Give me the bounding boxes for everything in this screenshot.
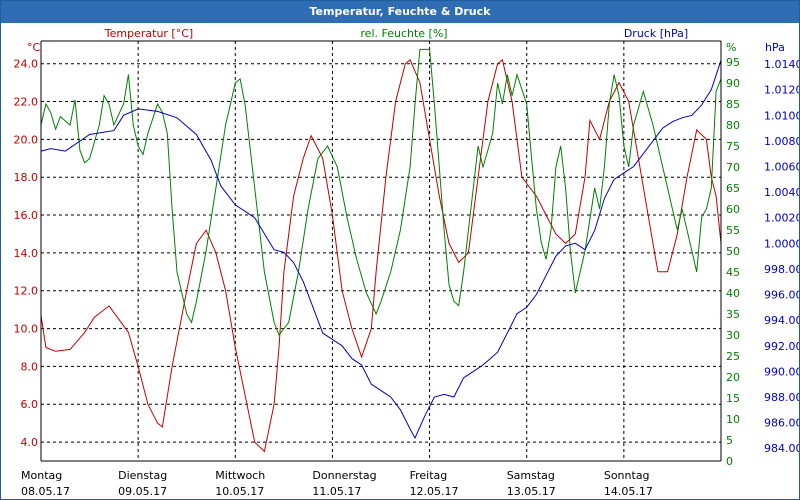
x-day-label: Montag — [21, 469, 62, 482]
pressure-tick: 1.008000 — [764, 135, 799, 148]
x-day-label: Freitag — [410, 469, 448, 482]
x-day-label: Samstag — [507, 469, 555, 482]
temperature-tick: 20.0 — [14, 133, 39, 146]
humidity-tick: 0 — [726, 455, 733, 468]
tick-labels: 4.0 6.0 8.0 10.0 12.0 14.0 16.0 18.0 20.0 22.0 24.… — [14, 56, 800, 468]
humidity-tick: 95 — [726, 56, 740, 69]
humidity-tick: 65 — [726, 182, 740, 195]
temperature-tick: 22.0 — [14, 96, 39, 109]
humidity-tick: 90 — [726, 77, 740, 90]
series-humidity-line — [40, 48, 722, 337]
x-date-label: 09.05.17 — [118, 485, 167, 498]
pressure-tick: 1.000000 — [764, 237, 799, 250]
humidity-tick: 55 — [726, 224, 740, 237]
grid-lines — [41, 41, 721, 461]
pressure-tick: 994.000 — [764, 314, 799, 327]
humidity-unit-label: % — [726, 41, 736, 54]
pressure-tick: 988.000 — [764, 391, 799, 404]
axis-labels: °C Temperatur [°C] rel. Feuchte [%] Druck [… — [27, 27, 785, 54]
series-pressure-line — [40, 60, 722, 440]
temperature-tick: 4.0 — [21, 436, 39, 449]
x-day-label: Dienstag — [118, 469, 167, 482]
temperature-tick: 8.0 — [21, 360, 39, 373]
pressure-unit-label: hPa — [765, 41, 785, 54]
humidity-tick: 40 — [726, 287, 740, 300]
pressure-tick: 1.012000 — [764, 84, 799, 97]
x-date-label: 12.05.17 — [410, 485, 459, 498]
x-date-label: 08.05.17 — [21, 485, 70, 498]
humidity-tick: 60 — [726, 203, 740, 216]
temperature-axis-title: Temperatur [°C] — [104, 27, 193, 40]
plot-frame — [40, 40, 722, 462]
x-day-label: Sonntag — [604, 469, 650, 482]
humidity-tick: 85 — [726, 98, 740, 111]
humidity-tick: 70 — [726, 161, 740, 174]
pressure-axis-title: Druck [hPa] — [624, 27, 688, 40]
x-date-label: 11.05.17 — [312, 485, 361, 498]
pressure-tick: 1.004000 — [764, 186, 799, 199]
humidity-tick: 75 — [726, 140, 740, 153]
x-day-label: Mittwoch — [215, 469, 265, 482]
x-day-label: Donnerstag — [312, 469, 376, 482]
pressure-tick: 1.014000 — [764, 58, 799, 71]
temperature-unit-label: °C — [27, 41, 41, 54]
pressure-tick: 984.000 — [764, 442, 799, 455]
pressure-tick: 1.002000 — [764, 212, 799, 225]
humidity-tick: 80 — [726, 119, 740, 132]
chart-title: Temperatur, Feuchte & Druck — [1, 1, 799, 23]
humidity-tick: 5 — [726, 434, 733, 447]
humidity-tick: 50 — [726, 245, 740, 258]
humidity-tick: 15 — [726, 392, 740, 405]
pressure-tick: 992.000 — [764, 340, 799, 353]
pressure-tick: 996.000 — [764, 289, 799, 302]
pressure-tick: 1.006000 — [764, 160, 799, 173]
pressure-tick: 990.000 — [764, 365, 799, 378]
x-date-label: 13.05.17 — [507, 485, 556, 498]
temperature-tick: 16.0 — [14, 209, 39, 222]
x-axis-labels: Montag 08.05.17 Dienstag 09.05.17 Mittwoch 10… — [21, 469, 653, 498]
series-temperature-line — [40, 59, 722, 453]
temperature-tick: 24.0 — [14, 58, 39, 71]
pressure-tick: 1.010000 — [764, 109, 799, 122]
x-date-label: 10.05.17 — [215, 485, 264, 498]
pressure-tick: 986.000 — [764, 417, 799, 430]
humidity-tick: 10 — [726, 413, 740, 426]
pressure-tick: 998.000 — [764, 263, 799, 276]
humidity-tick: 35 — [726, 308, 740, 321]
x-date-label: 14.05.17 — [604, 485, 653, 498]
temperature-tick: 12.0 — [14, 285, 39, 298]
temperature-tick: 18.0 — [14, 171, 39, 184]
temperature-tick: 10.0 — [14, 323, 39, 336]
temperature-tick: 14.0 — [14, 247, 39, 260]
humidity-tick: 25 — [726, 350, 740, 363]
humidity-tick: 30 — [726, 329, 740, 342]
humidity-tick: 45 — [726, 266, 740, 279]
humidity-axis-title: rel. Feuchte [%] — [360, 27, 447, 40]
series-group — [40, 48, 722, 453]
humidity-tick: 20 — [726, 371, 740, 384]
temperature-tick: 6.0 — [21, 398, 39, 411]
